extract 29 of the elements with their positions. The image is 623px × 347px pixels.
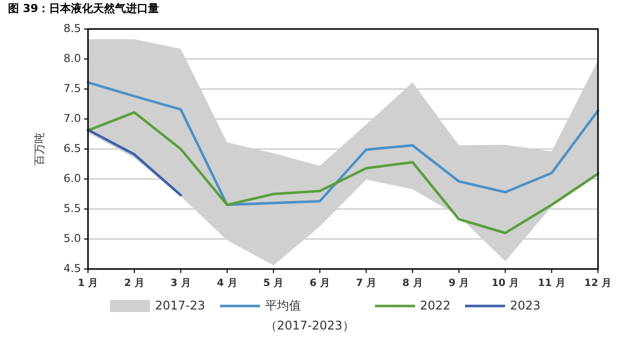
y-tick-label: 7.0 bbox=[64, 112, 81, 126]
x-tick-label: 1 月 bbox=[78, 278, 98, 289]
y-tick-label: 8.5 bbox=[64, 22, 81, 36]
y-tick-label: 8.0 bbox=[64, 52, 81, 66]
legend-label: 2022 bbox=[420, 298, 451, 312]
x-tick-label: 12 月 bbox=[584, 278, 612, 289]
chart-title: 图 39：日本液化天然气进口量 bbox=[8, 2, 160, 16]
legend-label: 2017-23 bbox=[155, 298, 206, 312]
x-tick-label: 5 月 bbox=[263, 278, 284, 289]
legend-label: 平均值（2017-2023） bbox=[265, 298, 354, 332]
x-tick-label: 3 月 bbox=[170, 278, 191, 289]
legend-label: 2023 bbox=[510, 298, 541, 312]
line-series bbox=[86, 81, 600, 206]
y-tick-label: 4.5 bbox=[64, 262, 81, 276]
x-tick-label: 7 月 bbox=[356, 278, 376, 289]
y-tick-label: 5.0 bbox=[64, 232, 81, 246]
y-tick-label: 6.0 bbox=[64, 172, 81, 186]
x-tick-label: 9 月 bbox=[448, 278, 470, 289]
x-tick-label: 8 月 bbox=[402, 278, 423, 289]
x-tick-label: 10 月 bbox=[492, 278, 519, 289]
x-tick-label: 4 月 bbox=[216, 278, 238, 289]
x-tick-label: 11 月 bbox=[538, 278, 566, 289]
y-tick-label: 7.5 bbox=[64, 82, 81, 96]
line-series bbox=[86, 111, 600, 234]
x-tick-label: 2 月 bbox=[124, 278, 145, 289]
y-tick-label: 5.5 bbox=[64, 202, 81, 216]
x-tick-label: 6 月 bbox=[310, 278, 330, 289]
y-tick-label: 6.5 bbox=[64, 142, 81, 156]
y-axis-title: 百万吨 bbox=[33, 132, 46, 166]
